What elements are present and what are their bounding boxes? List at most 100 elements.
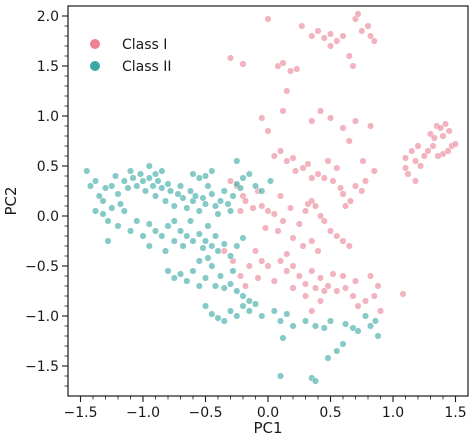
data-point xyxy=(220,284,228,292)
y-tick-label: 1.5 xyxy=(37,59,59,75)
data-point xyxy=(183,204,191,212)
data-point xyxy=(351,117,360,125)
data-point xyxy=(258,202,266,210)
data-point xyxy=(145,174,153,182)
data-point xyxy=(324,354,332,362)
data-point xyxy=(245,170,253,178)
data-point xyxy=(104,217,112,225)
data-point xyxy=(308,267,316,275)
data-point xyxy=(308,117,316,125)
data-point xyxy=(276,147,285,155)
data-point xyxy=(430,134,438,142)
data-point xyxy=(283,157,291,165)
data-point xyxy=(329,177,337,185)
data-point xyxy=(189,267,197,275)
data-point xyxy=(408,147,416,155)
data-point xyxy=(204,182,212,190)
data-point xyxy=(264,127,272,135)
data-point xyxy=(279,59,287,67)
data-point xyxy=(258,312,266,320)
data-point xyxy=(120,177,128,185)
data-point xyxy=(226,252,235,260)
data-point xyxy=(276,257,285,265)
data-point xyxy=(208,190,216,198)
data-point xyxy=(258,114,266,122)
data-point xyxy=(251,300,260,308)
x-axis-ticks: −1.5 −1.0 −0.5 0.0 0.5 1.0 1.5 xyxy=(64,396,467,421)
data-point xyxy=(226,307,235,315)
data-point xyxy=(158,184,166,192)
data-point xyxy=(326,42,335,50)
x-tick-label: 1.0 xyxy=(382,405,404,421)
data-point xyxy=(108,204,116,212)
data-point xyxy=(289,284,297,292)
data-point xyxy=(91,207,100,215)
data-point xyxy=(361,297,370,305)
data-point xyxy=(333,37,341,45)
data-point xyxy=(161,247,170,255)
y-tick-label: −0.5 xyxy=(25,259,59,275)
data-point xyxy=(216,272,225,280)
data-point xyxy=(201,237,210,245)
data-point xyxy=(308,197,316,205)
data-point xyxy=(264,262,272,270)
data-point xyxy=(233,242,241,250)
data-point xyxy=(186,217,195,225)
x-axis-label: PC1 xyxy=(253,419,282,437)
data-point xyxy=(204,254,212,262)
data-point xyxy=(270,277,278,285)
data-point xyxy=(233,157,241,165)
series-class-i xyxy=(220,10,460,315)
data-point xyxy=(371,317,380,325)
data-point xyxy=(361,177,370,185)
data-point xyxy=(404,170,412,178)
data-point xyxy=(339,190,347,198)
data-point xyxy=(366,122,375,130)
data-point xyxy=(349,62,357,70)
y-axis-label: PC2 xyxy=(2,186,20,215)
data-point xyxy=(229,192,237,200)
data-point xyxy=(199,194,207,202)
data-point xyxy=(295,220,303,228)
data-point xyxy=(99,210,107,218)
data-point xyxy=(341,202,350,210)
data-point xyxy=(283,310,291,318)
data-point xyxy=(145,242,153,250)
data-point xyxy=(114,222,122,230)
data-point xyxy=(183,277,191,285)
data-point xyxy=(320,217,328,225)
data-point xyxy=(164,222,172,230)
data-point xyxy=(245,307,253,315)
data-point xyxy=(411,177,420,185)
data-point xyxy=(324,157,332,165)
data-point xyxy=(336,184,345,192)
data-point xyxy=(439,132,447,140)
data-point xyxy=(108,182,116,190)
data-point xyxy=(183,232,191,240)
data-point xyxy=(326,30,335,38)
data-point xyxy=(276,317,285,325)
data-point xyxy=(226,207,235,215)
data-point xyxy=(189,237,197,245)
data-point xyxy=(326,317,335,325)
data-point xyxy=(374,282,382,290)
data-point xyxy=(358,187,366,195)
data-point xyxy=(286,204,295,212)
data-point xyxy=(176,182,185,190)
data-point xyxy=(224,200,232,208)
x-tick-label: 1.5 xyxy=(444,405,466,421)
data-point xyxy=(301,292,310,300)
data-point xyxy=(129,174,137,182)
data-point xyxy=(366,32,375,40)
data-point xyxy=(201,172,210,180)
data-point xyxy=(291,167,300,175)
data-point xyxy=(136,170,145,178)
data-point xyxy=(145,162,153,170)
data-point xyxy=(220,247,228,255)
data-point xyxy=(289,154,297,162)
data-point xyxy=(320,287,328,295)
data-point xyxy=(276,192,285,200)
data-point xyxy=(301,207,310,215)
data-point xyxy=(316,274,325,282)
data-point xyxy=(299,164,307,172)
